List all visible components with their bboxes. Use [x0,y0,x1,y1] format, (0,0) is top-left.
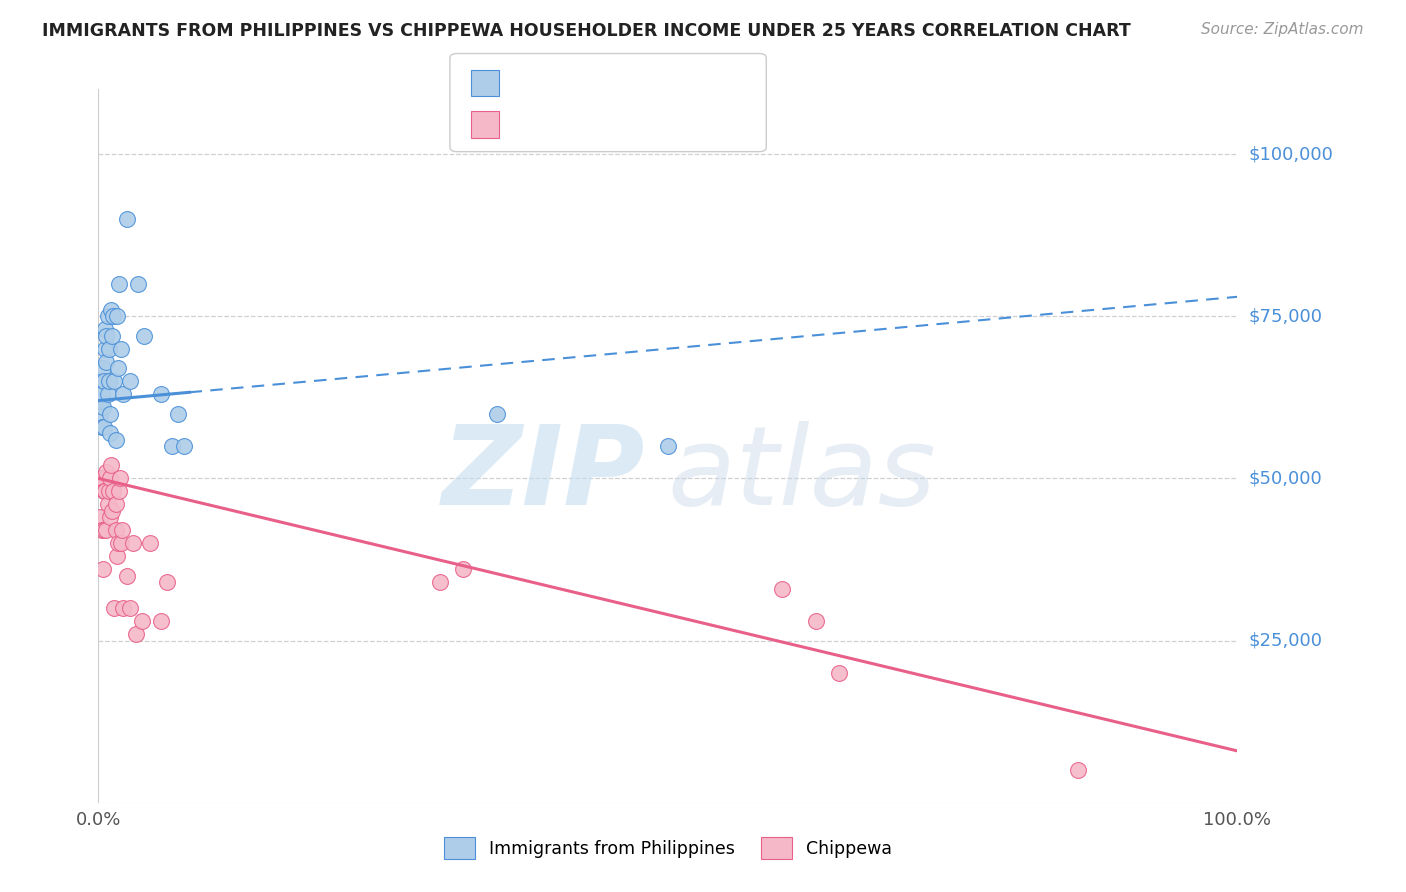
Point [112,601,135,615]
Text: -0.643: -0.643 [553,116,612,134]
Text: 41: 41 [671,116,693,134]
Point [103,310,125,324]
Point [108,277,131,291]
Point [150,387,173,401]
Point [89,407,111,421]
Point [429,575,451,590]
Point [98,471,121,485]
Point [138,536,160,550]
Point [120,601,142,615]
Point [162,439,184,453]
Point [89,510,111,524]
Point [107,361,129,376]
Text: R =: R = [510,74,547,92]
Point [828,666,851,681]
Text: atlas: atlas [668,421,936,528]
Text: $50,000: $50,000 [1249,469,1322,487]
Point [98,407,121,421]
Point [132,328,155,343]
Point [103,601,125,615]
Point [93,419,115,434]
Point [120,374,142,388]
Point [93,484,115,499]
Point [93,374,115,388]
Point [96,328,118,343]
Point [173,439,195,453]
Point [90,387,112,401]
Point [486,407,509,421]
Point [115,211,138,226]
Point [100,458,122,473]
Text: $75,000: $75,000 [1249,307,1323,326]
Point [96,310,118,324]
Point [111,524,134,538]
Point [110,536,132,550]
Text: Source: ZipAtlas.com: Source: ZipAtlas.com [1201,22,1364,37]
Point [115,568,138,582]
Point [451,562,474,576]
Point [1067,764,1090,778]
Point [150,614,173,628]
Point [107,536,129,550]
Point [94,322,117,336]
Point [104,433,127,447]
Point [98,425,121,440]
Point [91,400,114,414]
Point [90,471,112,485]
Text: 39: 39 [671,74,695,92]
Point [97,484,120,499]
Point [131,614,153,628]
Text: IMMIGRANTS FROM PHILIPPINES VS CHIPPEWA HOUSEHOLDER INCOME UNDER 25 YEARS CORREL: IMMIGRANTS FROM PHILIPPINES VS CHIPPEWA … [42,22,1130,40]
Point [100,302,122,317]
Point [90,419,112,434]
Point [804,614,827,628]
Point [90,393,112,408]
Point [104,497,127,511]
Point [90,471,112,485]
Point [103,374,125,388]
Text: N =: N = [620,74,668,92]
Point [96,465,118,479]
Point [96,354,118,368]
Point [90,374,112,388]
Point [125,627,148,641]
Point [101,504,124,518]
Point [96,524,118,538]
Point [93,524,115,538]
Point [105,310,128,324]
Point [105,549,128,564]
Point [156,575,179,590]
Text: R =: R = [510,116,547,134]
Text: $25,000: $25,000 [1249,632,1323,649]
Point [121,536,143,550]
Text: $100,000: $100,000 [1249,145,1333,163]
Point [110,342,132,356]
Point [101,328,124,343]
Point [112,387,135,401]
Point [104,524,127,538]
Point [94,484,117,499]
Point [98,510,121,524]
Point [97,374,120,388]
Point [108,484,131,499]
Text: ZIP: ZIP [441,421,645,528]
Point [103,484,125,499]
Text: 0.095: 0.095 [553,74,610,92]
Point [94,342,117,356]
Point [96,387,118,401]
Text: N =: N = [620,116,668,134]
Point [90,524,112,538]
Point [91,361,114,376]
Point [108,471,131,485]
Point [657,439,679,453]
Point [91,562,114,576]
Point [96,497,118,511]
Point [770,582,793,596]
Point [167,407,190,421]
Point [97,342,120,356]
Legend: Immigrants from Philippines, Chippewa: Immigrants from Philippines, Chippewa [437,830,898,865]
Point [127,277,149,291]
